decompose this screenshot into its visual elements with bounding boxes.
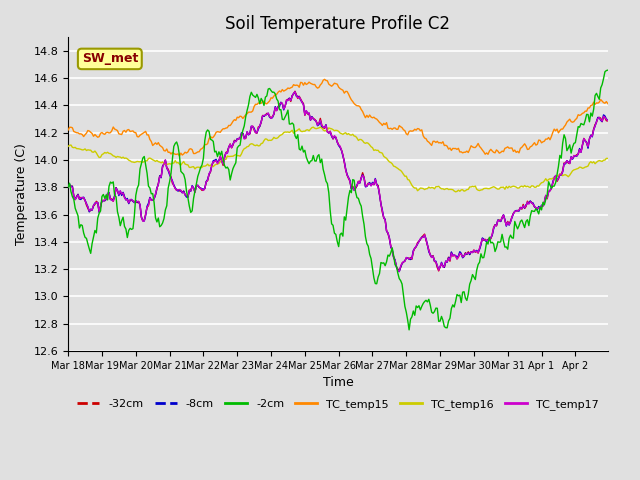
Y-axis label: Temperature (C): Temperature (C) xyxy=(15,143,28,245)
Text: SW_met: SW_met xyxy=(82,52,138,65)
Legend: -32cm, -8cm, -2cm, TC_temp15, TC_temp16, TC_temp17: -32cm, -8cm, -2cm, TC_temp15, TC_temp16,… xyxy=(73,395,603,414)
X-axis label: Time: Time xyxy=(323,376,353,389)
Title: Soil Temperature Profile C2: Soil Temperature Profile C2 xyxy=(225,15,451,33)
